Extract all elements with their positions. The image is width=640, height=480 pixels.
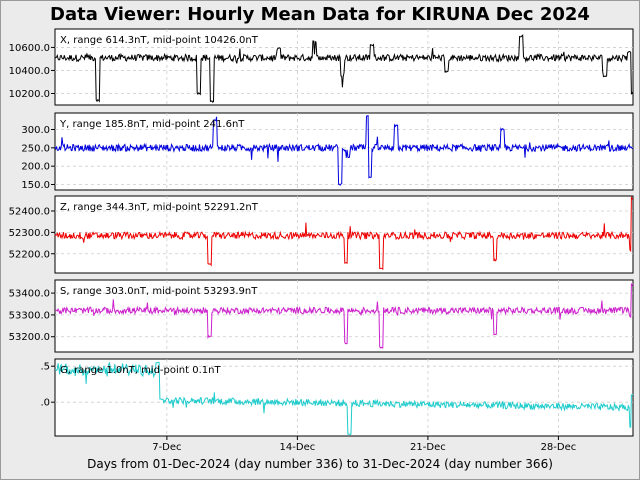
y-tick-label: 10400.0 [9, 66, 50, 77]
x-tick-label: 28-Dec [541, 442, 577, 453]
x-tick-label: 14-Dec [280, 442, 316, 453]
panel-label: X, range 614.3nT, mid-point 10426.0nT [60, 35, 259, 46]
y-tick-label: 10600.0 [9, 43, 50, 54]
panel-y [54, 112, 634, 191]
series-line-y [54, 115, 633, 187]
y-tick-label: 53200.0 [9, 332, 50, 343]
series-line-g [55, 361, 634, 436]
x-tick-label: 21-Dec [410, 442, 446, 453]
y-tick-label: 300.0 [21, 125, 50, 136]
y-tick-label: 53300.0 [9, 310, 50, 321]
x-tick-label: 7-Dec [152, 442, 181, 453]
series-line-s [54, 282, 634, 349]
y-tick-label: 52400.0 [9, 206, 50, 217]
y-tick-label: 10200.0 [9, 89, 50, 100]
y-tick-label: 150.0 [21, 180, 50, 191]
x-axis-label: Days from 01-Dec-2024 (day number 336) t… [87, 457, 553, 471]
y-tick-label: 53400.0 [9, 289, 50, 300]
y-tick-label: .5 [40, 362, 50, 373]
series-line-x [54, 34, 634, 103]
y-tick-label: 200.0 [21, 162, 50, 173]
panel-label: Z, range 344.3nT, mid-point 52291.2nT [60, 202, 259, 213]
panel-label: Y, range 185.8nT, mid-point 241.6nT [59, 119, 245, 130]
panel-label: S, range 303.0nT, mid-point 53293.9nT [60, 286, 258, 297]
chart-title: Data Viewer: Hourly Mean Data for KIRUNA… [50, 4, 590, 25]
y-tick-label: .0 [40, 398, 50, 409]
y-tick-label: 52300.0 [9, 228, 50, 239]
series-line-z [54, 195, 634, 271]
panel-label: G, range 1.0nT, mid-point 0.1nT [60, 365, 221, 376]
y-tick-label: 52200.0 [9, 249, 50, 260]
y-tick-label: 250.0 [21, 143, 50, 154]
